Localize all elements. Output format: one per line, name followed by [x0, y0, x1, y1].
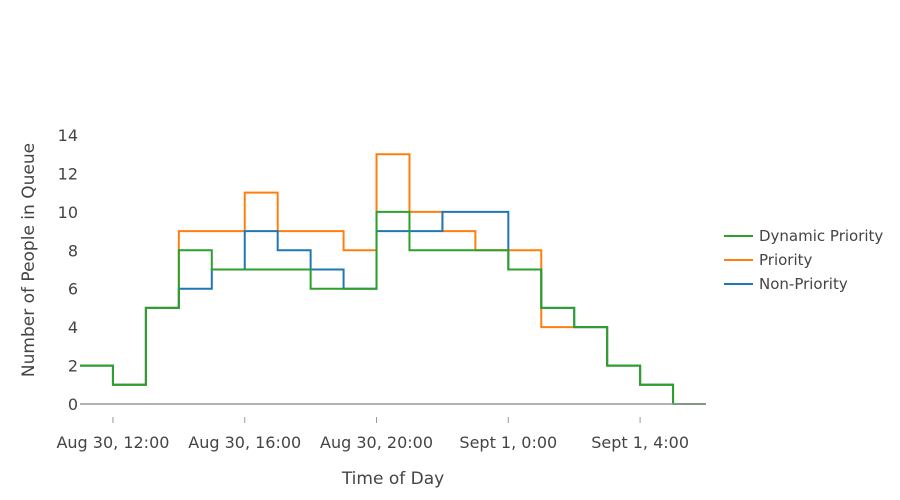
y-tick-label: 0: [68, 395, 78, 414]
series-line-dynamic-priority: [80, 210, 706, 405]
legend-label: Dynamic Priority: [759, 227, 883, 245]
legend-item-non-priority[interactable]: Non-Priority: [724, 275, 848, 293]
legend: Dynamic Priority Priority Non-Priority: [724, 227, 883, 293]
y-tick-label: 14: [58, 126, 78, 145]
y-axis-title: Number of People in Queue: [19, 143, 39, 377]
x-axis-title: Time of Day: [341, 469, 444, 489]
y-tick-label: 8: [68, 241, 78, 260]
x-tick-label: Aug 30, 20:00: [320, 433, 433, 452]
legend-item-dynamic-priority[interactable]: Dynamic Priority: [724, 227, 883, 245]
legend-item-priority[interactable]: Priority: [724, 251, 813, 269]
x-tick-label: Sept 1, 0:00: [459, 433, 557, 452]
y-tick-label: 2: [68, 357, 78, 376]
y-tick-label: 10: [58, 203, 78, 222]
legend-label: Non-Priority: [759, 275, 848, 293]
x-tick-label: Aug 30, 12:00: [56, 433, 169, 452]
legend-label: Priority: [759, 251, 813, 269]
y-tick-label: 6: [68, 280, 78, 299]
y-tick-label: 4: [68, 318, 78, 337]
x-tick-label: Sept 1, 4:00: [591, 433, 689, 452]
y-tick-label: 12: [58, 164, 78, 183]
x-axis: Aug 30, 12:00 Aug 30, 16:00 Aug 30, 20:00 S…: [56, 403, 706, 452]
y-axis: 0 2 4 6 8 10 12 14: [58, 126, 78, 414]
plot-area: [80, 153, 706, 405]
x-tick-label: Aug 30, 16:00: [188, 433, 301, 452]
